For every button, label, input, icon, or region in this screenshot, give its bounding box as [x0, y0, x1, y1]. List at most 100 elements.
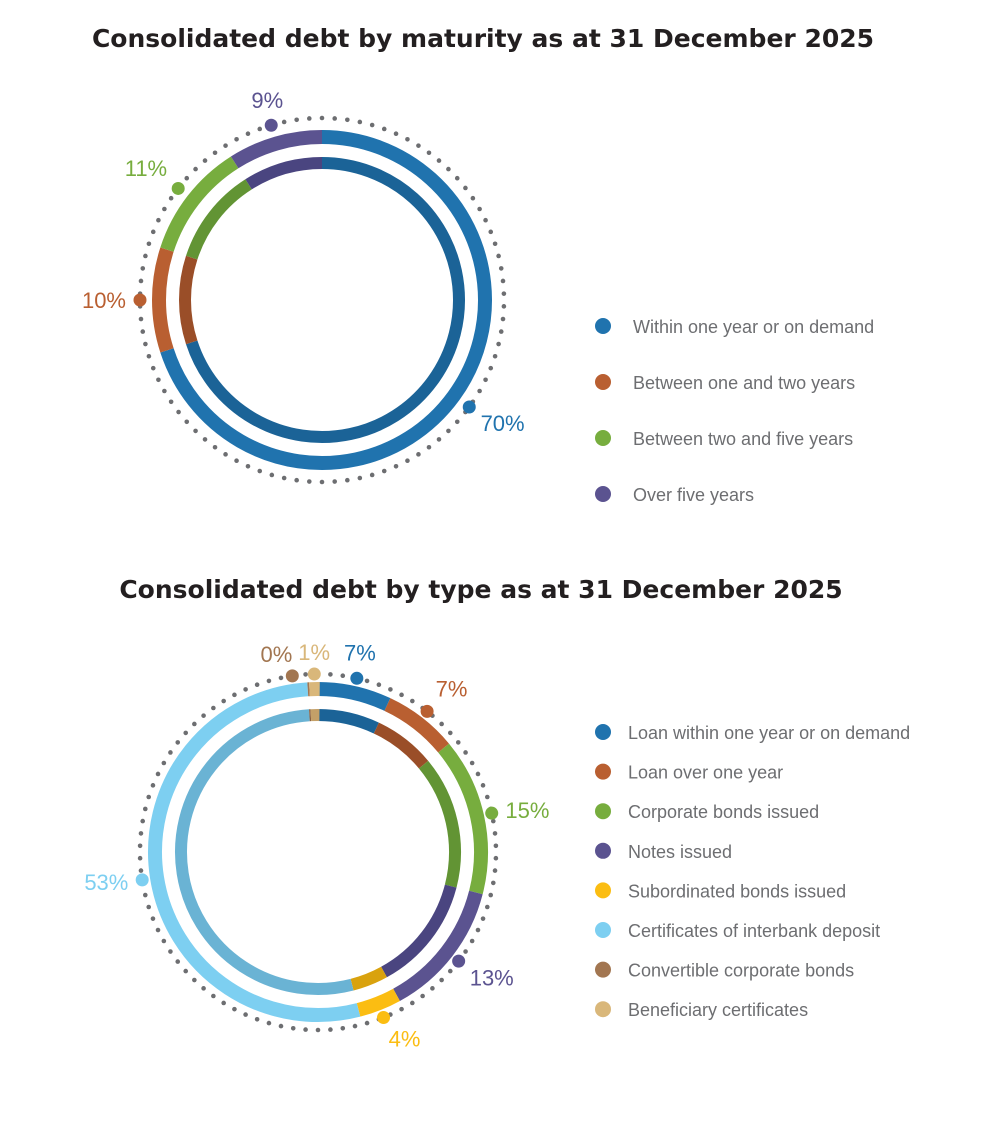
dotted-ring-dot — [357, 119, 363, 125]
legend-label-3: Corporate bonds issued — [628, 802, 819, 822]
dotted-ring-dot — [439, 977, 444, 983]
maturity-donut: 70% 10% 11% 9% — [82, 88, 525, 485]
label-marker-4 — [264, 118, 278, 132]
dotted-ring-dot — [161, 938, 167, 944]
dotted-ring-dot — [193, 428, 198, 434]
dotted-ring-dot — [364, 1020, 370, 1026]
percent-label-5: 4% — [389, 1027, 421, 1052]
dotted-ring-dot — [138, 868, 144, 873]
dotted-ring-dot — [470, 195, 476, 201]
dotted-ring-dot — [245, 131, 251, 137]
percent-label-8: 1% — [298, 640, 330, 665]
dotted-ring-dot — [388, 687, 393, 692]
outer-slice-1 — [160, 130, 492, 470]
outer-slice-6 — [148, 682, 361, 1022]
percent-label-3: 15% — [505, 798, 549, 823]
dotted-ring-dot — [376, 682, 382, 688]
inner-slice-2 — [179, 255, 198, 345]
inner-slice-1 — [317, 709, 379, 734]
legend-label-4: Over five years — [633, 485, 754, 505]
dotted-ring-dot — [168, 949, 173, 954]
legend-label-4: Notes issued — [628, 842, 732, 862]
dotted-ring-dot — [146, 241, 152, 247]
dotted-ring-dot — [146, 794, 152, 800]
dotted-ring-dot — [496, 341, 501, 347]
outer-slice-5 — [356, 988, 400, 1017]
dotted-ring-dot — [475, 927, 481, 933]
dotted-ring-dot — [475, 771, 481, 777]
legend-label-2: Loan over one year — [628, 763, 783, 783]
dotted-ring-dot — [436, 158, 442, 163]
dotted-ring-dot — [290, 1025, 296, 1031]
label-marker-8 — [307, 667, 321, 681]
legend-label-6: Certificates of interbank deposit — [628, 921, 880, 941]
dotted-ring-dot — [155, 771, 161, 777]
dotted-ring-dot — [480, 916, 486, 921]
label-marker-5 — [377, 1011, 391, 1025]
dotted-ring-dot — [469, 938, 475, 944]
percent-label-4: 9% — [251, 88, 283, 113]
label-marker-3 — [485, 806, 499, 820]
outer-slice-2 — [152, 247, 174, 353]
percent-label-6: 53% — [84, 870, 128, 895]
outer-slice-2 — [384, 698, 449, 753]
dotted-ring-dot — [498, 266, 504, 271]
dotted-ring-dot — [223, 452, 228, 457]
outer-slice-4 — [393, 890, 483, 1001]
dotted-ring-dot — [405, 137, 410, 142]
dotted-ring-dot — [436, 437, 442, 442]
legend-label-3: Between two and five years — [633, 429, 853, 449]
dotted-ring-dot — [345, 477, 350, 483]
outer-slice-4 — [230, 130, 323, 169]
dotted-ring-dot — [212, 150, 218, 156]
dotted-ring-dot — [393, 463, 399, 469]
dotted-ring-dot — [278, 1023, 284, 1029]
legend-swatch-5 — [595, 882, 611, 899]
dotted-ring-dot — [211, 705, 216, 711]
dotted-ring-dot — [493, 843, 499, 849]
dotted-ring-dot — [492, 241, 498, 247]
dotted-ring-dot — [332, 479, 337, 484]
dotted-ring-dot — [168, 195, 174, 201]
dotted-ring-dot — [319, 115, 325, 121]
dotted-ring-dot — [501, 291, 507, 296]
percent-label-1: 7% — [344, 641, 376, 666]
dotted-ring-dot — [142, 892, 148, 898]
dotted-ring-dot — [446, 428, 451, 434]
legend-swatch-1 — [595, 724, 611, 740]
dotted-ring-dot — [492, 868, 498, 873]
dotted-ring-dot — [463, 949, 468, 954]
dotted-ring-dot — [488, 892, 494, 898]
dotted-ring-dot — [381, 468, 387, 474]
dotted-ring-dot — [138, 316, 144, 322]
percent-label-4: 13% — [470, 966, 514, 991]
dotted-ring-dot — [137, 855, 143, 861]
dotted-ring-dot — [369, 122, 375, 128]
dotted-ring-dot — [488, 229, 494, 235]
dotted-ring-dot — [234, 458, 239, 463]
dotted-ring-dot — [420, 993, 425, 999]
legend-label-8: Beneficiary certificates — [628, 1000, 808, 1020]
label-marker-2 — [133, 293, 147, 307]
dotted-ring-dot — [201, 986, 206, 991]
inner-slice-6 — [175, 709, 354, 995]
inner-slice-5 — [350, 966, 387, 991]
dotted-ring-dot — [446, 166, 451, 172]
inner-slice-1 — [186, 157, 465, 443]
dotted-ring-dot — [266, 1020, 272, 1026]
dotted-ring-dot — [410, 1000, 415, 1006]
dotted-ring-dot — [146, 904, 152, 910]
chart-title-type: Consolidated debt by type as at 31 Decem… — [119, 575, 842, 604]
dotted-ring-dot — [257, 126, 263, 132]
dotted-ring-dot — [454, 175, 460, 181]
chart-title-maturity: Consolidated debt by maturity as at 31 D… — [92, 24, 874, 53]
dotted-ring-dot — [447, 730, 453, 736]
dotted-ring-dot — [202, 158, 208, 163]
dotted-ring-dot — [278, 675, 284, 681]
percent-label-7: 0% — [261, 642, 293, 667]
legend-swatch-3 — [595, 430, 611, 446]
dotted-ring-dot — [175, 959, 181, 964]
dotted-ring-dot — [483, 377, 488, 383]
dotted-ring-dot — [500, 278, 506, 284]
dotted-ring-dot — [477, 388, 482, 394]
